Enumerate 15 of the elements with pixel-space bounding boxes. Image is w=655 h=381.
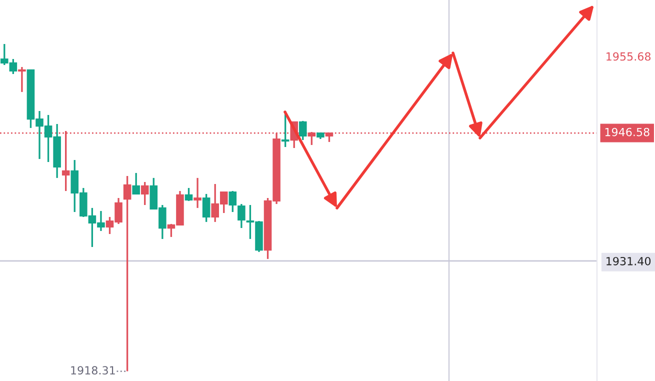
candlestick	[184, 187, 193, 202]
candlestick	[140, 181, 149, 206]
candlestick	[228, 190, 237, 213]
candlestick	[123, 175, 132, 372]
candlestick	[202, 193, 210, 223]
candlestick	[299, 120, 307, 141]
candlestick	[308, 131, 316, 146]
candlestick	[132, 172, 140, 195]
candlestick	[18, 66, 26, 93]
candlestick	[194, 177, 202, 209]
ref-line-label: 1946.58	[605, 128, 650, 136]
candlestick	[238, 203, 246, 229]
y-tick-label: 1955.68	[606, 52, 651, 61]
annotation: 1918.31	[71, 366, 115, 375]
y-tick-label: 1931.40	[606, 256, 651, 266]
